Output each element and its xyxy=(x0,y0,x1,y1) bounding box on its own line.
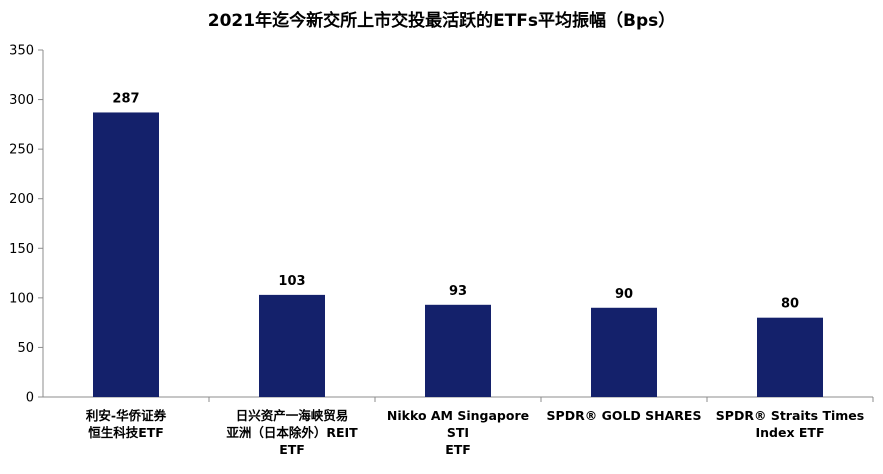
y-tick-label: 0 xyxy=(26,391,34,406)
x-tick-label: Nikko AM Singapore STI ETF xyxy=(386,408,530,457)
y-tick-label: 300 xyxy=(9,93,34,108)
y-tick-label: 350 xyxy=(9,44,34,59)
y-tick-label: 50 xyxy=(17,341,34,356)
x-tick-label: SPDR® Straits Times Index ETF xyxy=(715,408,865,440)
y-tick-label: 250 xyxy=(9,143,34,158)
data-label: 103 xyxy=(278,274,305,289)
bar xyxy=(259,294,325,397)
data-label: 80 xyxy=(781,297,799,312)
x-tick-label: SPDR® GOLD SHARES xyxy=(546,408,702,423)
bar xyxy=(757,317,823,397)
data-labels: 287 103 93 90 80 xyxy=(112,91,799,311)
data-label: 93 xyxy=(449,284,467,299)
bar xyxy=(93,112,159,398)
x-tick-label: 利安-华侨证券 恒生科技ETF xyxy=(85,408,167,440)
bars xyxy=(93,112,823,398)
y-tick-label: 100 xyxy=(9,291,34,306)
chart-title: 2021年迄今新交所上市交投最活跃的ETFs平均振幅（Bps） xyxy=(207,11,676,31)
bar xyxy=(425,304,491,397)
x-tick-label: 日兴资产一海峡贸易 亚洲（日本除外）REIT ETF xyxy=(226,408,358,457)
bar xyxy=(591,307,657,397)
y-tick-label: 150 xyxy=(9,242,34,257)
y-tick-label: 200 xyxy=(9,192,34,207)
data-label: 287 xyxy=(112,91,139,106)
data-label: 90 xyxy=(615,287,633,302)
